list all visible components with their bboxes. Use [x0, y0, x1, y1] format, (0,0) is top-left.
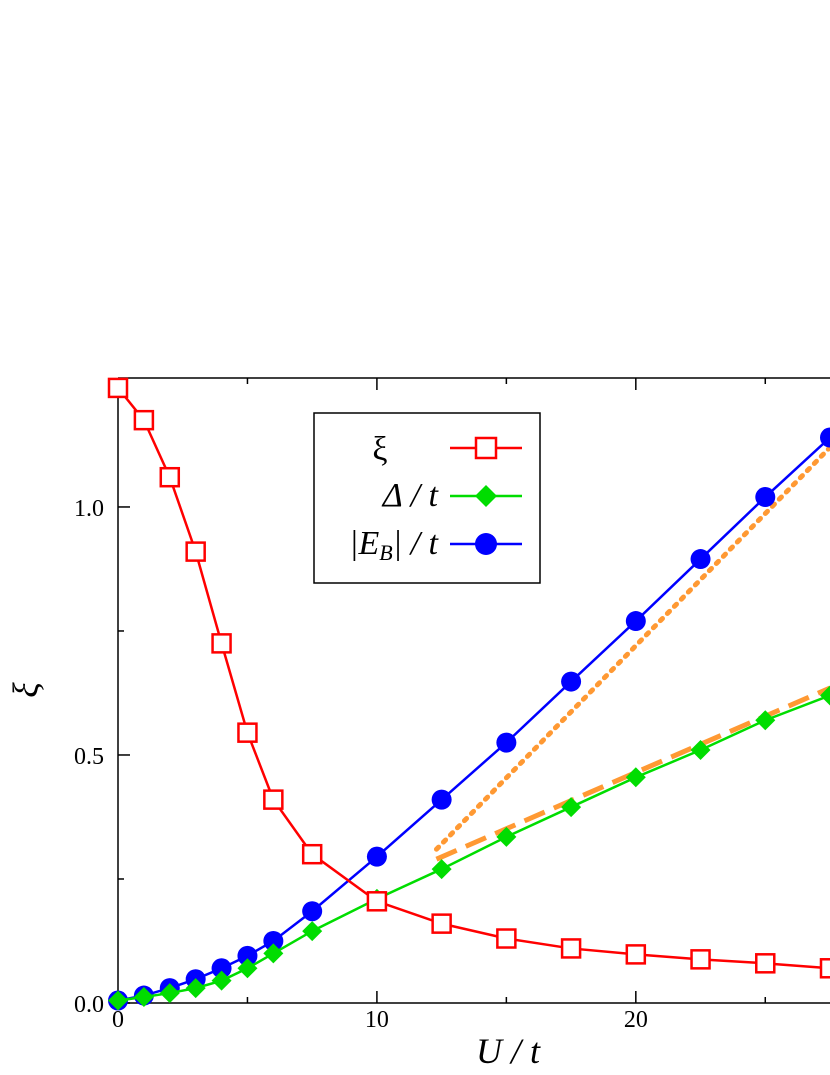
- data-point: [496, 826, 517, 847]
- data-point: [625, 611, 646, 632]
- data-point: [755, 487, 776, 508]
- data-point: [263, 789, 284, 810]
- legend-label-eb-sub: B: [379, 540, 392, 565]
- data-point: [366, 846, 387, 867]
- data-point: [496, 732, 517, 753]
- data-point: [185, 541, 206, 562]
- data-point: [819, 958, 830, 979]
- data-point: [211, 970, 232, 991]
- data-point: [690, 740, 711, 761]
- legend-label-xi: ξ: [372, 431, 387, 468]
- data-point: [302, 901, 323, 922]
- data-point: [108, 990, 128, 1011]
- data-point: [301, 843, 323, 865]
- data-point: [185, 978, 206, 999]
- series-line: [117, 387, 830, 970]
- data-point: [263, 943, 284, 964]
- data-point: [159, 466, 181, 488]
- series-1: [108, 685, 830, 1011]
- guide-dotted-line: [433, 444, 830, 852]
- legend-label-eb: |EB| / t: [349, 525, 439, 565]
- data-point: [159, 983, 180, 1004]
- data-point: [560, 938, 582, 959]
- data-point: [755, 953, 776, 974]
- y-tick-label: 1.0: [74, 496, 104, 522]
- x-tick-label: 10: [365, 1007, 389, 1033]
- legend-label-eb-main: E: [358, 525, 380, 562]
- data-point: [431, 913, 452, 934]
- data-point: [302, 921, 323, 942]
- plot-frame: [117, 377, 830, 1004]
- data-point: [431, 859, 452, 880]
- data-point: [107, 377, 129, 399]
- data-point: [690, 949, 711, 970]
- data-point: [366, 891, 388, 912]
- data-point: [237, 722, 258, 743]
- legend-marker-eb: [450, 533, 522, 555]
- y-axis-label: ξ: [6, 682, 46, 698]
- series-line: [117, 436, 830, 1002]
- data-point: [820, 427, 830, 448]
- data-point: [755, 710, 776, 731]
- data-point: [211, 958, 232, 979]
- data-point: [625, 767, 646, 788]
- data-point: [133, 987, 154, 1008]
- data-point: [496, 928, 517, 949]
- x-axis-label: U / t: [476, 1031, 541, 1071]
- data-point: [237, 958, 258, 979]
- data-point: [431, 789, 452, 810]
- data-point: [561, 671, 582, 692]
- series-layer: [107, 377, 830, 1011]
- data-point: [690, 549, 711, 570]
- legend-marker-xi: [450, 436, 522, 460]
- data-point: [263, 930, 284, 951]
- legend-box: [313, 412, 541, 584]
- y-tick-label: 0.5: [74, 744, 104, 770]
- x-tick-label: 20: [624, 1007, 648, 1033]
- data-point: [211, 633, 232, 654]
- series-0: [107, 377, 830, 979]
- data-point: [625, 944, 647, 965]
- data-point: [561, 797, 582, 818]
- series-line: [117, 694, 830, 1002]
- legend-marker-delta: [450, 485, 522, 507]
- data-point: [820, 685, 830, 706]
- legend-label-delta: Δ / t: [381, 477, 440, 514]
- data-point: [133, 409, 155, 431]
- legend-label-eb-tail: / t: [409, 525, 440, 562]
- data-point: [237, 945, 258, 966]
- y-tick-label: 0.0: [74, 992, 104, 1018]
- x-tick-label: 0: [112, 1007, 124, 1033]
- legend: ξ Δ / t |EB| / t: [313, 412, 541, 584]
